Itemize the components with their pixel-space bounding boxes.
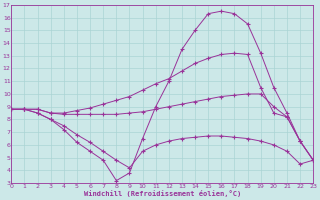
X-axis label: Windchill (Refroidissement éolien,°C): Windchill (Refroidissement éolien,°C) [84,190,241,197]
